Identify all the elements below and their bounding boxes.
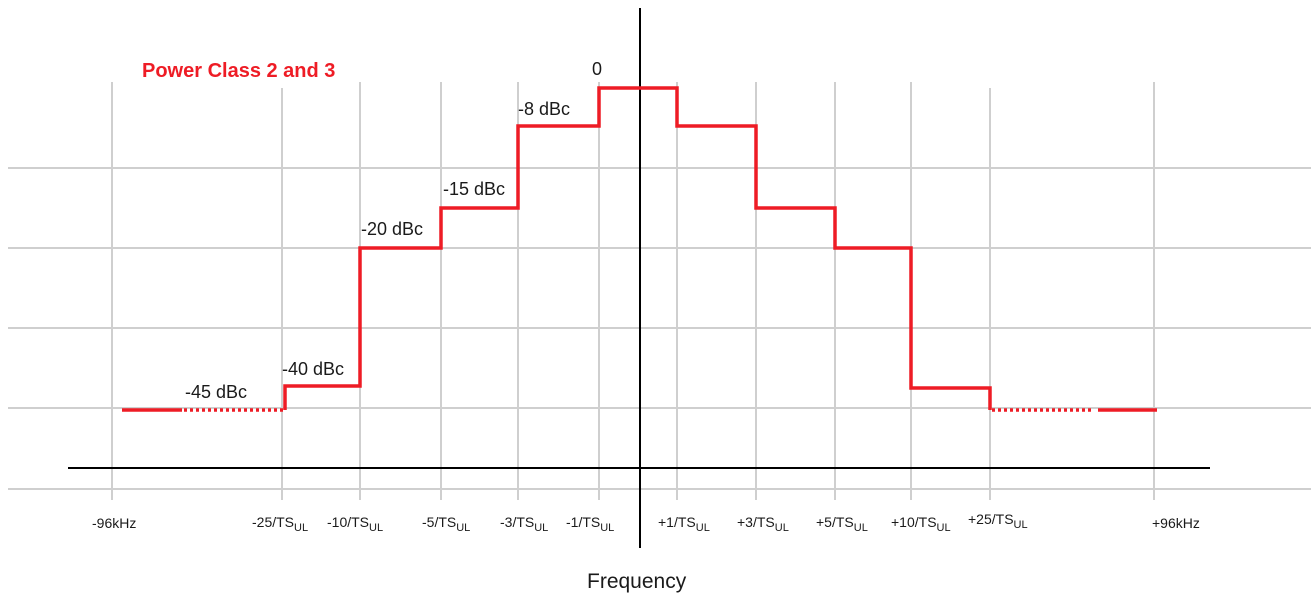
tick-label: -96kHz	[92, 515, 136, 531]
x-axis-label: Frequency	[587, 570, 687, 593]
level-label: -8 dBc	[518, 99, 570, 119]
level-label: -45 dBc	[185, 382, 247, 402]
tick-label: -10/TSUL	[327, 514, 383, 534]
diagram-title: Power Class 2 and 3	[142, 60, 335, 82]
level-label: -20 dBc	[361, 219, 423, 239]
mask-step-line	[283, 86, 992, 410]
level-label-zero: 0	[592, 59, 602, 79]
tick-label: -5/TSUL	[422, 514, 470, 534]
tick-label: +25/TSUL	[968, 511, 1028, 531]
vertical-gridlines	[111, 82, 1155, 500]
tick-label: +5/TSUL	[816, 514, 868, 534]
horizontal-gridlines	[8, 167, 1311, 490]
tick-label: +3/TSUL	[737, 514, 789, 534]
tick-label: +10/TSUL	[891, 514, 951, 534]
tick-label: -3/TSUL	[500, 514, 548, 534]
level-label: -40 dBc	[282, 359, 344, 379]
tick-label: +1/TSUL	[658, 514, 710, 534]
tick-label: -25/TSUL	[252, 514, 308, 534]
tick-label: +96kHz	[1152, 515, 1200, 531]
tick-label: -1/TSUL	[566, 514, 614, 534]
level-label: -15 dBc	[443, 179, 505, 199]
